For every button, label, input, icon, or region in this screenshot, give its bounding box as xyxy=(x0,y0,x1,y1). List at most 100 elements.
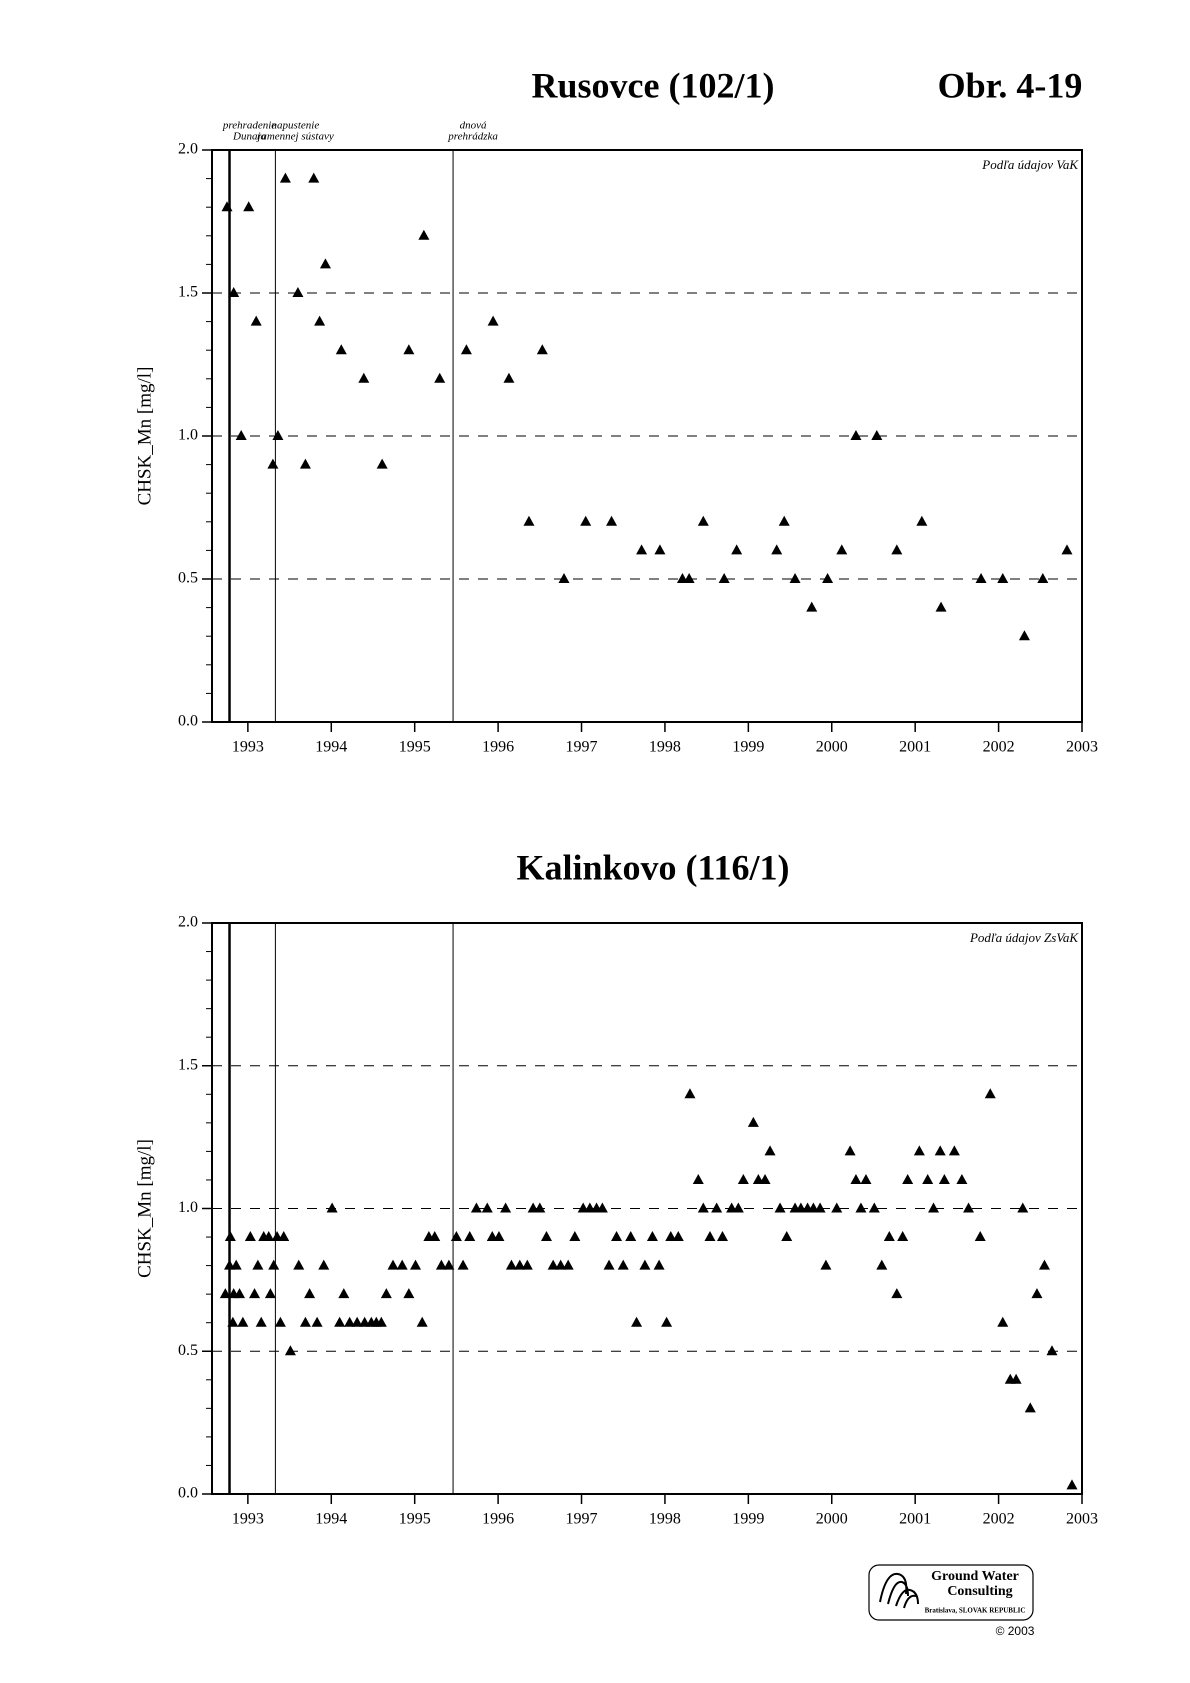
data-point xyxy=(547,1259,559,1270)
data-point xyxy=(250,315,262,326)
y-tick-label: 1.0 xyxy=(178,1199,198,1216)
data-point xyxy=(351,1316,363,1327)
data-point xyxy=(822,573,834,583)
logo-line1: Ground Water xyxy=(931,1569,1019,1584)
data-point xyxy=(314,315,326,326)
data-point xyxy=(249,1288,261,1299)
data-point xyxy=(435,1259,447,1270)
x-tick-label: 2002 xyxy=(983,739,1015,756)
data-point xyxy=(375,1316,387,1327)
data-point xyxy=(434,372,446,383)
y-tick-label: 2.0 xyxy=(178,141,198,158)
x-tick-label: 1994 xyxy=(315,739,347,756)
x-tick-label: 1994 xyxy=(315,1511,347,1528)
data-point xyxy=(457,1259,469,1270)
data-point xyxy=(692,1173,704,1184)
data-point xyxy=(631,1316,643,1327)
chart: Kalinkovo (116/1) CHSK_Mn [mg/l] 0.0 0.5 1.0… xyxy=(134,847,1098,1527)
data-point xyxy=(844,1145,856,1156)
logo: Ground Water Consulting Bratislava, SLOV… xyxy=(868,1564,1035,1638)
event-label: prehrádzka xyxy=(447,131,498,143)
x-tick-label: 1996 xyxy=(482,1511,514,1528)
data-point xyxy=(922,1173,934,1184)
data-point xyxy=(891,1288,903,1299)
data-point xyxy=(540,1231,552,1242)
data-point xyxy=(718,573,730,583)
data-point xyxy=(403,344,415,355)
data-point xyxy=(672,1231,684,1242)
data-point xyxy=(338,1288,350,1299)
chart: Rusovce (102/1) CHSK_Mn [mg/l] 0.0 0.5 1.0 1.… xyxy=(134,65,1098,755)
data-point xyxy=(731,544,743,555)
source-note: Podľa údajov VaK xyxy=(981,157,1079,172)
logo-place: Bratislava, SLOVAK REPUBLIC xyxy=(925,1607,1026,1615)
x-tick-label: 2002 xyxy=(983,1511,1015,1528)
data-point xyxy=(358,372,370,383)
data-point xyxy=(274,1316,286,1327)
data-point xyxy=(697,1202,709,1213)
data-point xyxy=(255,1316,267,1327)
x-tick-label: 1999 xyxy=(732,1511,764,1528)
x-tick-label: 1993 xyxy=(232,1511,264,1528)
data-point xyxy=(319,258,331,269)
x-tick-label: 1998 xyxy=(649,1511,681,1528)
logo-line2: Consulting xyxy=(947,1584,1012,1599)
data-point xyxy=(272,430,284,440)
data-point xyxy=(252,1259,264,1270)
x-tick-label: 2001 xyxy=(899,1511,931,1528)
data-point xyxy=(443,1259,455,1270)
data-point xyxy=(555,1259,567,1270)
data-point xyxy=(558,573,570,583)
data-point xyxy=(464,1231,476,1242)
data-point xyxy=(737,1173,749,1184)
data-point xyxy=(956,1173,968,1184)
data-point xyxy=(481,1202,493,1213)
data-point xyxy=(781,1231,793,1242)
plot-frame xyxy=(211,922,1083,1495)
y-tick-label: 0.5 xyxy=(178,1342,198,1359)
data-point xyxy=(814,1202,826,1213)
data-point xyxy=(396,1259,408,1270)
y-tick-label: 0.5 xyxy=(178,570,198,587)
data-point xyxy=(684,1088,696,1099)
data-point xyxy=(460,344,472,355)
data-point xyxy=(500,1202,512,1213)
data-point xyxy=(227,1316,239,1327)
data-point xyxy=(916,515,928,526)
y-axis-label: CHSK_Mn [mg/l] xyxy=(134,1139,155,1278)
data-point xyxy=(617,1259,629,1270)
data-point xyxy=(450,1231,462,1242)
data-point xyxy=(806,601,818,612)
data-point xyxy=(1038,1259,1050,1270)
data-point xyxy=(636,544,648,555)
data-point xyxy=(562,1259,574,1270)
data-point xyxy=(704,1231,716,1242)
x-tick-label: 1993 xyxy=(232,739,264,756)
data-point xyxy=(653,1259,665,1270)
data-point xyxy=(244,1231,256,1242)
data-point xyxy=(625,1231,637,1242)
data-point xyxy=(850,1173,862,1184)
data-point xyxy=(836,544,848,555)
data-point xyxy=(646,1231,658,1242)
data-point xyxy=(902,1173,914,1184)
data-point xyxy=(1017,1202,1029,1213)
data-point xyxy=(299,1316,311,1327)
data-point xyxy=(387,1259,399,1270)
x-tick-label: 1997 xyxy=(566,739,598,756)
data-point xyxy=(279,172,291,183)
data-point xyxy=(376,458,388,469)
data-point xyxy=(771,544,783,555)
data-point xyxy=(580,515,592,526)
event-label: Dunaja xyxy=(232,131,267,143)
data-point xyxy=(308,172,320,183)
data-point xyxy=(747,1116,759,1127)
data-point xyxy=(654,544,666,555)
chart-title: Kalinkovo (116/1) xyxy=(516,847,789,887)
data-point xyxy=(403,1288,415,1299)
data-point xyxy=(778,515,790,526)
data-point xyxy=(534,1202,546,1213)
chart-title: Rusovce (102/1) xyxy=(532,65,775,105)
data-point xyxy=(1046,1345,1058,1356)
data-point xyxy=(1066,1479,1078,1490)
